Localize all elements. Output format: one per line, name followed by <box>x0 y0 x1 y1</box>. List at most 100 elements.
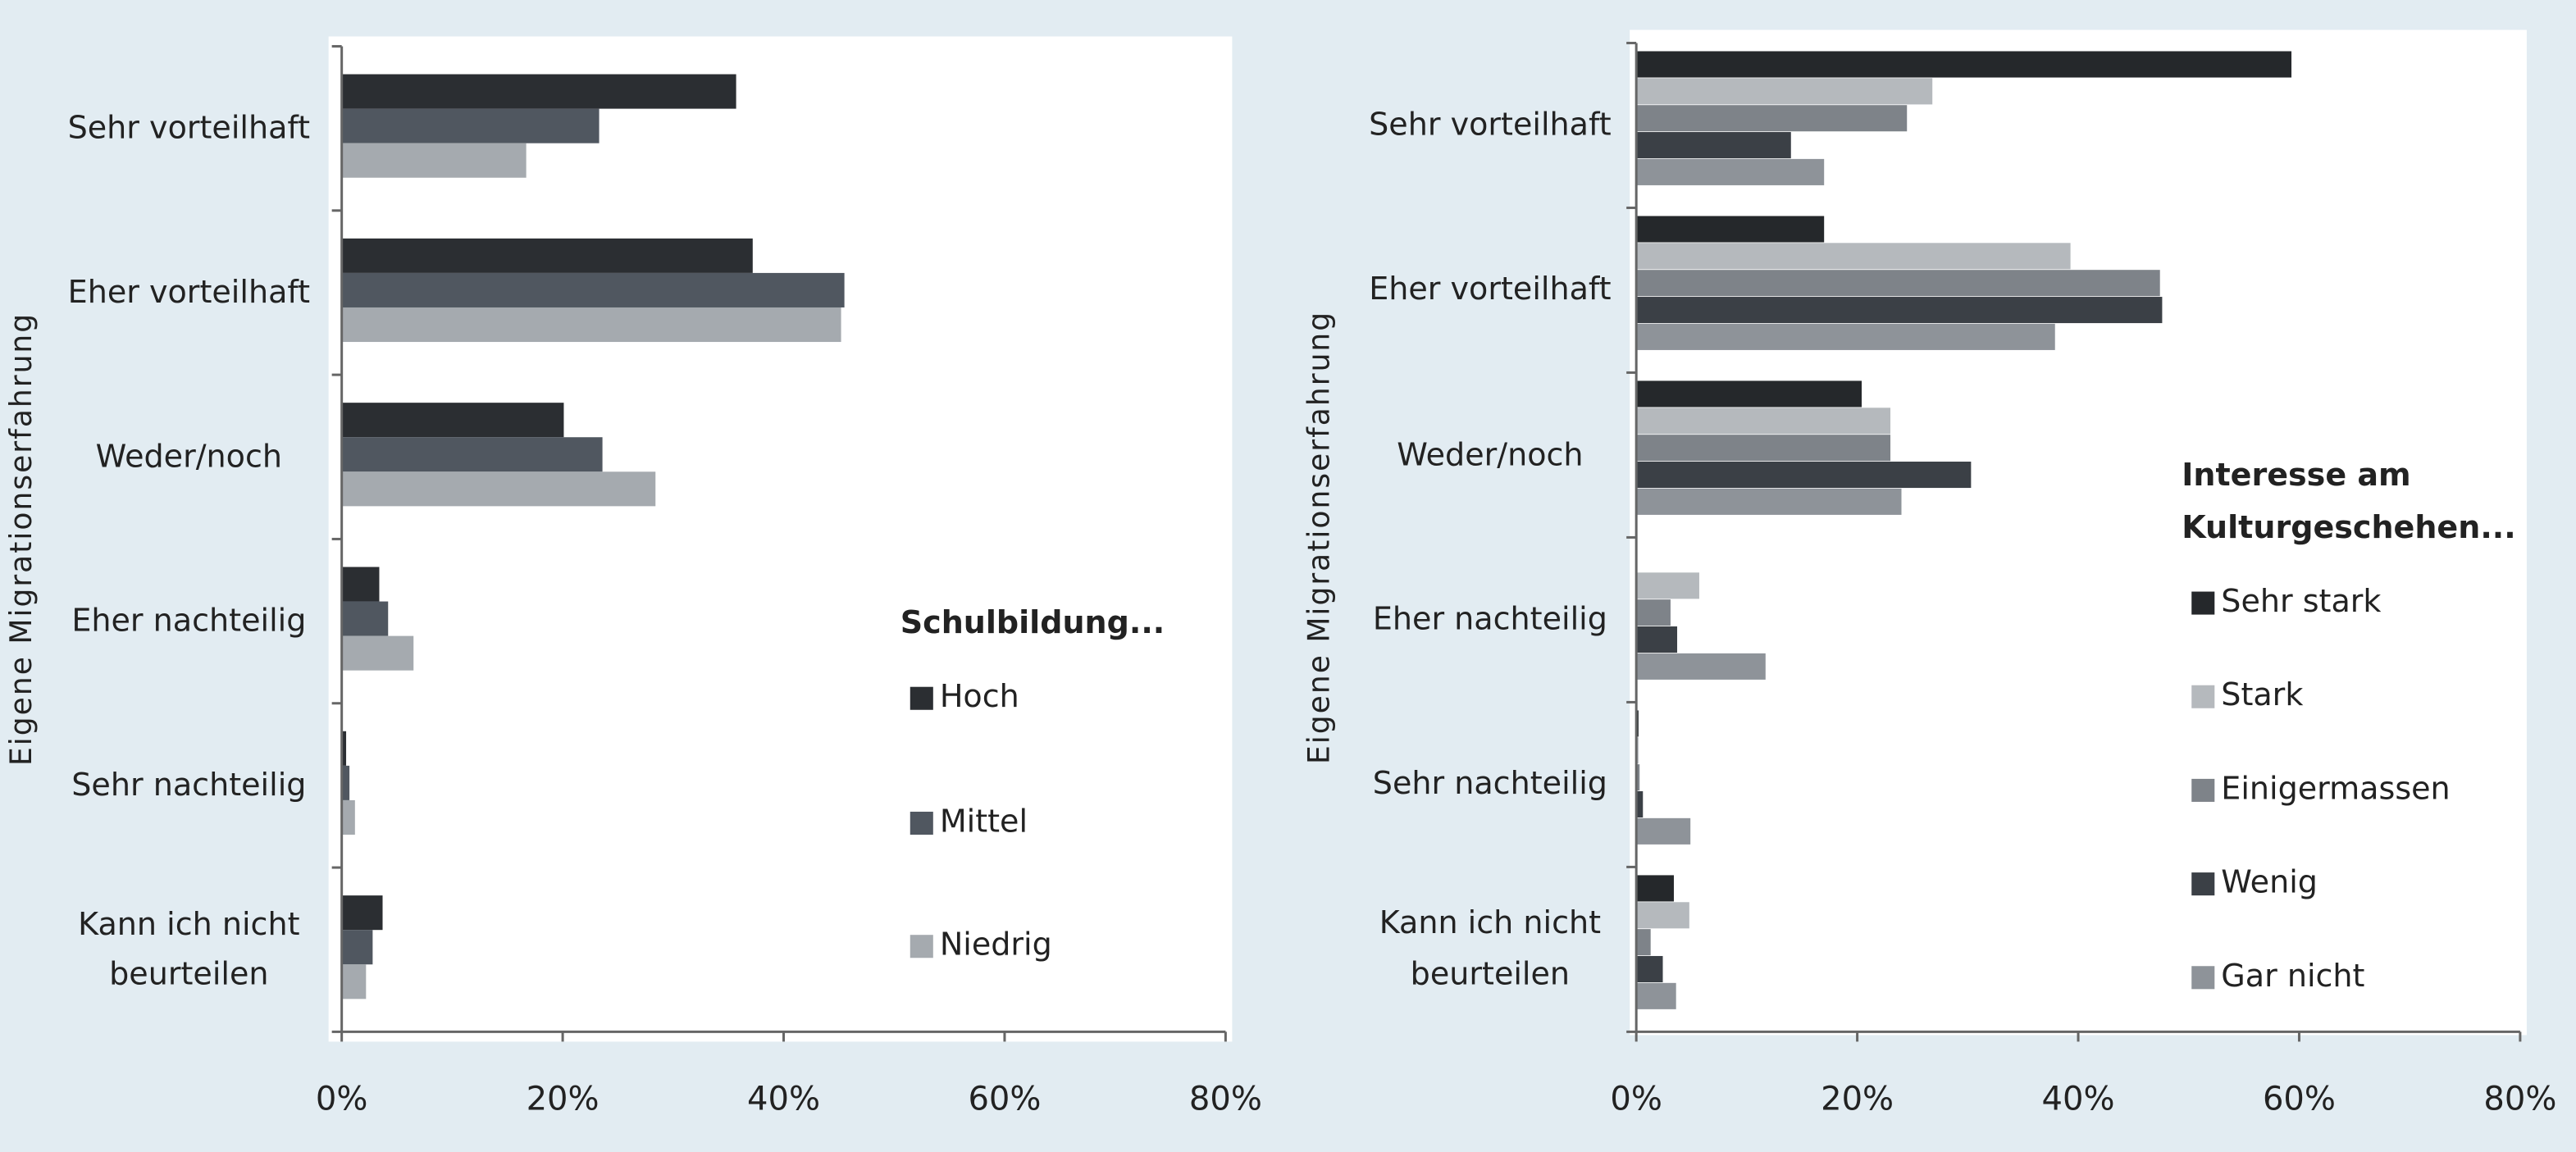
bar <box>1636 243 2071 270</box>
legend-swatch <box>2191 778 2215 802</box>
bar <box>1636 572 1699 599</box>
category-label-box: Eher nachteilig <box>71 603 307 640</box>
bar <box>341 403 564 438</box>
x-tick-label: 0% <box>1610 1081 1662 1118</box>
bar <box>1636 462 1972 489</box>
legend-label: Gar nicht <box>2221 958 2364 994</box>
y-tick-label: Sehr nachteilig <box>71 767 307 804</box>
legend-label: Einigermassen <box>2221 770 2450 806</box>
legend-swatch <box>2191 685 2215 708</box>
y-tick-label: Eher nachteilig <box>71 603 307 640</box>
bar <box>1636 132 1791 159</box>
category-label-box: Sehr nachteilig <box>1372 766 1607 803</box>
bar <box>341 238 753 273</box>
bar <box>341 964 367 999</box>
x-tick-label: 60% <box>2263 1081 2336 1118</box>
category-label-box: Eher vorteilhaft <box>1369 271 1612 308</box>
legend-swatch <box>910 811 933 836</box>
x-tick-label: 40% <box>2042 1081 2115 1118</box>
bar <box>1636 599 1671 626</box>
bar <box>1636 790 1644 818</box>
legend-title: Schulbildung... <box>900 604 1165 640</box>
bar <box>1636 408 1891 435</box>
y-tick-label: Eher vorteilhaft <box>67 274 311 311</box>
y-tick-label: Kann ich nicht beurteilen <box>78 906 300 993</box>
y-axis-label: Eigene Migrationserfahrung <box>4 312 39 766</box>
bar <box>341 930 373 965</box>
plot-area <box>328 36 1233 1042</box>
bar <box>1636 297 2163 324</box>
bar <box>1636 626 1678 653</box>
legend-label: Mittel <box>940 803 1028 839</box>
bar <box>341 895 383 931</box>
x-tick-label: 0% <box>316 1081 368 1118</box>
x-tick-label: 80% <box>2483 1081 2556 1118</box>
bar <box>1636 875 1674 902</box>
bar <box>1636 817 1691 845</box>
legend-swatch <box>910 686 933 710</box>
bar <box>341 765 350 800</box>
x-tick-label: 40% <box>747 1081 820 1118</box>
legend-swatch <box>2191 591 2215 615</box>
category-label-box: Kann ich nicht beurteilen <box>78 906 300 993</box>
legend-swatch <box>2191 966 2215 990</box>
bar <box>341 601 389 636</box>
bar <box>1636 929 1651 956</box>
plot-area <box>1630 30 2527 1036</box>
legend-label: Niedrig <box>940 927 1052 963</box>
bar <box>1636 902 1689 929</box>
y-tick-label: Weder/noch <box>95 438 283 475</box>
bar <box>341 108 600 143</box>
category-label-box: Eher nachteilig <box>1373 601 1607 637</box>
legend-label: Hoch <box>940 678 1019 714</box>
bar <box>1636 955 1663 983</box>
bar <box>1636 78 1933 105</box>
y-tick-label: Sehr nachteilig <box>1372 766 1607 803</box>
bar <box>1636 488 1902 515</box>
bar <box>341 74 736 109</box>
legend-swatch <box>910 935 933 958</box>
category-label-box: Sehr nachteilig <box>71 767 307 804</box>
bar <box>1636 270 2160 297</box>
y-tick-label: Sehr vorteilhaft <box>1369 107 1612 143</box>
y-tick-label: Weder/noch <box>1397 436 1584 473</box>
category-label-box: Sehr vorteilhaft <box>1369 107 1612 143</box>
bar <box>1636 653 1766 680</box>
bar <box>1636 764 1640 791</box>
y-tick-label: Sehr vorteilhaft <box>67 110 311 147</box>
y-axis-label: Eigene Migrationserfahrung <box>1302 311 1337 764</box>
bar <box>341 143 527 178</box>
x-tick-label: 20% <box>527 1081 600 1118</box>
bar <box>341 437 603 472</box>
y-tick-label: Eher vorteilhaft <box>1369 271 1612 308</box>
x-tick-label: 80% <box>1189 1081 1262 1118</box>
bar <box>1636 435 1891 462</box>
bar <box>341 799 355 836</box>
legend-label: Wenig <box>2221 864 2318 900</box>
x-tick-label: 20% <box>1821 1081 1894 1118</box>
category-label-box: Sehr vorteilhaft <box>67 110 311 147</box>
legend-title: Kulturgeschehen... <box>2182 509 2515 545</box>
bar <box>341 567 380 602</box>
bar <box>341 471 656 507</box>
bar <box>341 635 414 671</box>
category-label-box: Weder/noch <box>1397 436 1584 473</box>
bar <box>341 272 845 307</box>
bar <box>1636 51 2292 78</box>
bar <box>341 307 841 343</box>
bar <box>341 731 347 766</box>
legend-label: Stark <box>2221 676 2303 713</box>
y-tick-label: Kann ich nicht beurteilen <box>1379 905 1602 992</box>
bar <box>1636 216 1825 243</box>
bar <box>1636 105 1908 132</box>
category-label-box: Weder/noch <box>95 438 283 475</box>
legend-label: Sehr stark <box>2221 583 2381 619</box>
bar <box>1636 982 1676 1009</box>
bar <box>1636 323 2055 350</box>
legend-swatch <box>2191 872 2215 896</box>
category-label-box: Kann ich nicht beurteilen <box>1379 905 1602 992</box>
legend-title: Interesse am <box>2182 457 2410 493</box>
x-tick-label: 60% <box>968 1081 1041 1118</box>
